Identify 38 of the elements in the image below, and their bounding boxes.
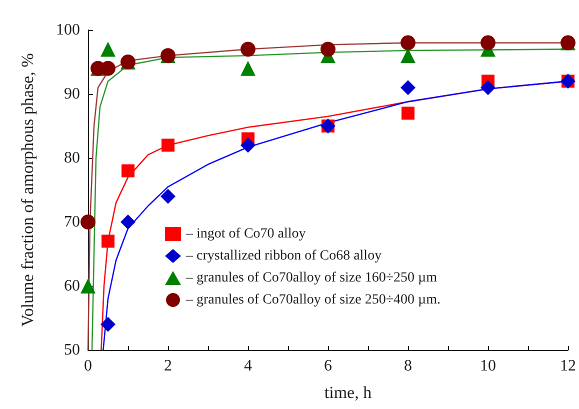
y-tick-label: 60 xyxy=(64,278,80,294)
point xyxy=(480,80,496,96)
x-axis-title: time, h xyxy=(324,383,372,402)
point xyxy=(122,164,134,178)
point xyxy=(402,106,414,120)
y-tick-label: 70 xyxy=(64,214,80,230)
legend-label: – granules of Co70alloy of size 250÷400 µm. xyxy=(185,292,440,308)
point xyxy=(80,214,96,230)
point xyxy=(80,278,96,294)
point xyxy=(400,48,416,64)
legend-label: – ingot of Co70 alloy xyxy=(185,226,306,242)
point xyxy=(240,138,256,153)
point xyxy=(320,42,336,57)
point xyxy=(400,35,416,50)
x-tick-label: 2 xyxy=(164,358,172,374)
point xyxy=(120,214,136,230)
x-tick-label: 6 xyxy=(324,358,332,374)
point xyxy=(100,42,116,57)
point xyxy=(100,316,116,332)
point xyxy=(102,234,114,248)
y-tick-label: 100 xyxy=(56,22,80,38)
x-tick-label: 0 xyxy=(84,358,92,374)
x-tick-label: 10 xyxy=(480,358,496,374)
y-tick-label: 80 xyxy=(64,150,80,166)
point xyxy=(400,80,416,96)
x-tick-label: 12 xyxy=(560,358,576,374)
legend-label: – crystallized ribbon of Co68 alloy xyxy=(185,248,382,264)
point xyxy=(160,188,176,204)
point xyxy=(162,138,174,152)
x-tick-label: 8 xyxy=(404,358,412,374)
y-tick-label: 50 xyxy=(64,342,80,358)
y-tick-label: 90 xyxy=(64,86,80,102)
x-tick-label: 4 xyxy=(244,358,252,374)
point xyxy=(240,42,256,57)
point xyxy=(480,35,496,50)
legend-label: – granules of Co70alloy of size 160÷250 µm xyxy=(185,270,438,286)
point xyxy=(240,60,256,76)
y-axis-title: Volume fraction of amorphous phase, % xyxy=(18,53,37,327)
